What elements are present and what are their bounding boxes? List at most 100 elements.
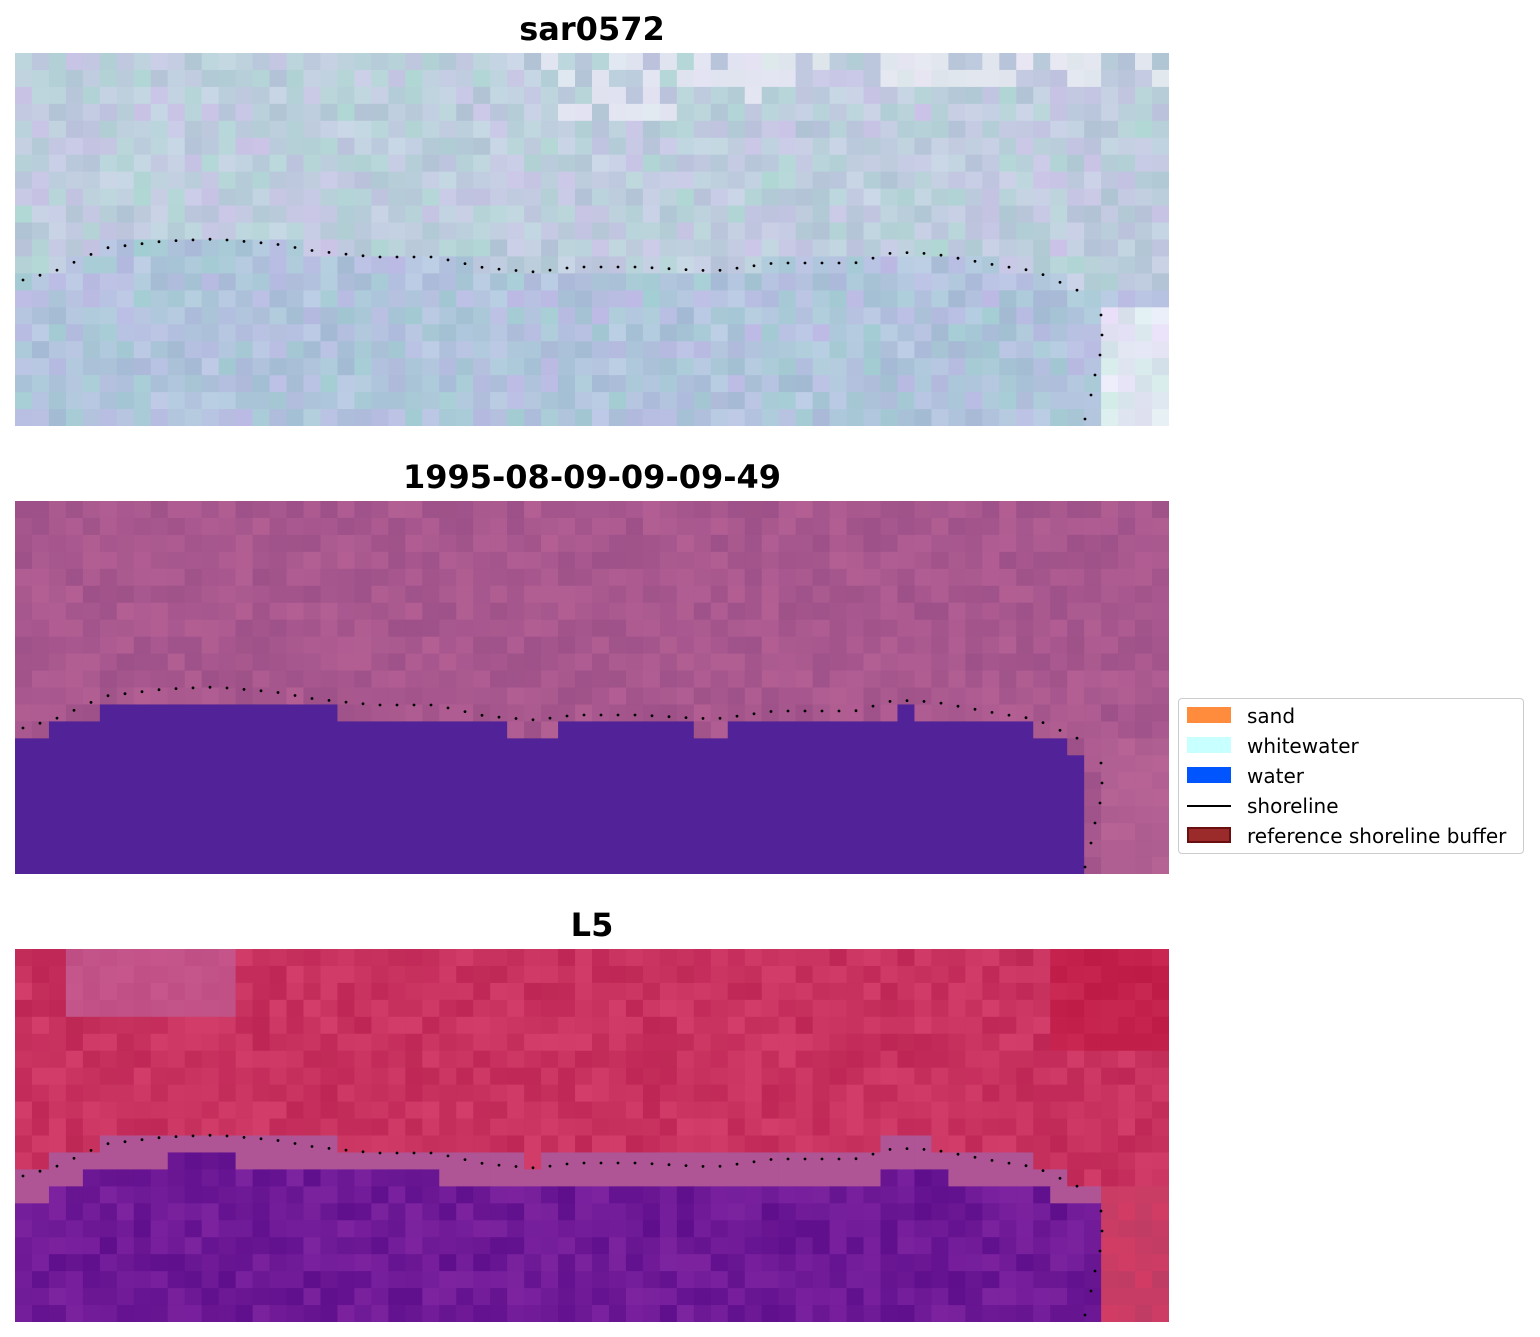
image-pixel	[1033, 222, 1051, 241]
index-pixel	[897, 965, 916, 984]
index-pixel	[320, 1084, 339, 1103]
image-pixel	[184, 273, 203, 291]
classified-pixel	[1067, 619, 1085, 638]
classified-pixel	[914, 755, 933, 773]
index-pixel	[65, 1220, 84, 1238]
image-pixel	[405, 154, 423, 173]
classified-pixel	[48, 738, 67, 756]
image-pixel	[48, 358, 67, 376]
image-pixel	[524, 375, 542, 393]
image-pixel	[846, 358, 865, 376]
classified-pixel	[931, 721, 949, 739]
image-pixel	[184, 375, 203, 393]
classified-pixel	[99, 517, 118, 536]
image-pixel	[456, 103, 474, 122]
classified-pixel	[150, 857, 169, 874]
image-pixel	[473, 188, 491, 207]
image-pixel	[863, 409, 882, 426]
classified-pixel	[456, 687, 474, 706]
index-pixel	[405, 1271, 423, 1289]
classified-pixel	[1033, 568, 1051, 587]
image-pixel	[371, 307, 389, 325]
classified-pixel	[541, 636, 559, 655]
classified-pixel	[608, 755, 627, 773]
index-pixel	[303, 1084, 322, 1103]
index-pixel	[507, 965, 525, 984]
shoreline-dot	[718, 1164, 722, 1168]
index-pixel	[880, 1135, 899, 1154]
index-pixel	[269, 1067, 288, 1086]
image-pixel	[625, 188, 644, 207]
classified-pixel	[1033, 806, 1051, 824]
classified-pixel	[490, 857, 508, 874]
shoreline-dot	[293, 694, 297, 697]
image-pixel	[846, 53, 865, 71]
index-pixel	[65, 949, 84, 967]
legend-item-shoreline: shoreline	[1187, 794, 1523, 818]
index-pixel	[948, 1050, 966, 1069]
index-pixel	[116, 1050, 135, 1069]
index-pixel	[846, 1203, 865, 1221]
classified-pixel	[524, 755, 542, 773]
index-pixel	[863, 949, 882, 967]
index-pixel	[676, 1271, 695, 1289]
image-pixel	[1016, 103, 1034, 122]
index-pixel	[778, 1050, 797, 1069]
classified-pixel	[778, 602, 797, 621]
index-pixel	[303, 1220, 322, 1238]
classified-pixel	[693, 857, 712, 874]
classified-pixel	[524, 501, 542, 519]
image-pixel	[795, 409, 814, 426]
index-pixel	[371, 1220, 389, 1238]
classified-pixel	[354, 568, 372, 587]
image-pixel	[1135, 53, 1153, 71]
image-pixel	[218, 239, 237, 258]
index-pixel	[625, 1101, 644, 1120]
image-pixel	[1084, 120, 1102, 139]
image-pixel	[1135, 239, 1153, 258]
image-pixel	[625, 154, 644, 173]
image-pixel	[693, 103, 712, 122]
index-pixel	[235, 1169, 254, 1187]
index-pixel	[218, 1033, 237, 1052]
index-pixel	[388, 1050, 406, 1069]
image-pixel	[48, 341, 67, 359]
image-pixel	[218, 69, 237, 88]
index-pixel	[1033, 1203, 1051, 1221]
shoreline-dot	[701, 269, 705, 272]
index-pixel	[710, 949, 729, 967]
index-pixel	[15, 1271, 33, 1289]
classified-pixel	[710, 772, 729, 790]
index-pixel	[133, 949, 152, 967]
index-pixel	[1152, 1118, 1169, 1137]
index-pixel	[303, 1271, 322, 1289]
index-pixel	[320, 1033, 339, 1052]
classified-pixel	[1050, 823, 1068, 841]
image-pixel	[507, 256, 525, 274]
index-pixel	[133, 1254, 152, 1272]
index-pixel	[218, 1152, 237, 1170]
index-pixel	[65, 1237, 84, 1255]
image-pixel	[524, 290, 542, 308]
index-pixel	[405, 1237, 423, 1255]
index-pixel	[422, 1203, 440, 1221]
classified-pixel	[710, 721, 729, 739]
classified-pixel	[269, 619, 288, 638]
image-pixel	[218, 324, 237, 342]
index-pixel	[863, 1118, 882, 1137]
index-pixel	[524, 1152, 542, 1170]
image-pixel	[863, 307, 882, 325]
classified-pixel	[405, 721, 423, 739]
index-pixel	[727, 1118, 746, 1137]
image-pixel	[167, 69, 186, 88]
classified-pixel	[456, 670, 474, 689]
shoreline-dot	[1083, 1313, 1087, 1317]
index-pixel	[354, 1220, 372, 1238]
image-pixel	[829, 358, 848, 376]
classified-pixel	[982, 687, 1000, 706]
classified-pixel	[286, 602, 305, 621]
classified-pixel	[948, 585, 966, 604]
image-pixel	[405, 205, 423, 224]
shoreline-dot	[463, 262, 467, 265]
image-pixel	[456, 205, 474, 224]
